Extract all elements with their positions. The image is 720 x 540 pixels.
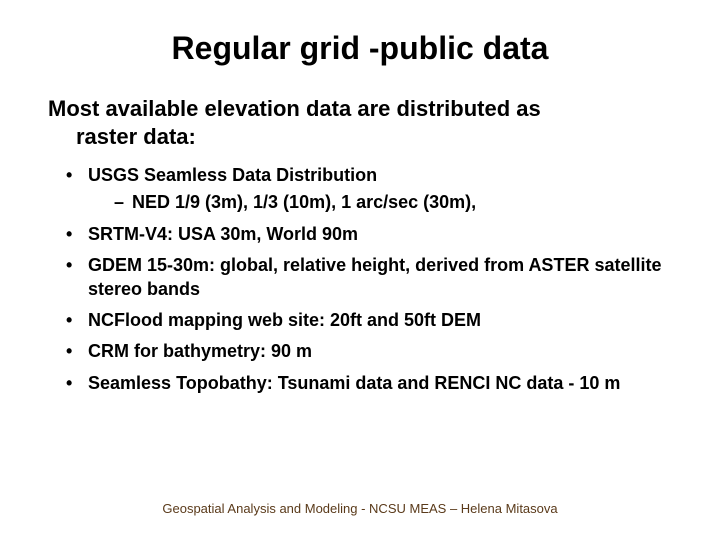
list-item: GDEM 15-30m: global, relative height, de… bbox=[66, 254, 672, 301]
bullet-text: CRM for bathymetry: 90 m bbox=[88, 341, 312, 361]
sub-list-item: NED 1/9 (3m), 1/3 (10m), 1 arc/sec (30m)… bbox=[114, 191, 672, 214]
bullet-list: USGS Seamless Data Distribution NED 1/9 … bbox=[48, 164, 672, 395]
list-item: USGS Seamless Data Distribution NED 1/9 … bbox=[66, 164, 672, 215]
list-item: Seamless Topobathy: Tsunami data and REN… bbox=[66, 372, 672, 395]
slide-footer: Geospatial Analysis and Modeling - NCSU … bbox=[0, 501, 720, 516]
list-item: SRTM-V4: USA 30m, World 90m bbox=[66, 223, 672, 246]
bullet-text: SRTM-V4: USA 30m, World 90m bbox=[88, 224, 358, 244]
sub-bullet-list: NED 1/9 (3m), 1/3 (10m), 1 arc/sec (30m)… bbox=[88, 191, 672, 214]
slide-container: Regular grid -public data Most available… bbox=[0, 0, 720, 395]
subtitle-line1: Most available elevation data are distri… bbox=[48, 96, 541, 121]
list-item: NCFlood mapping web site: 20ft and 50ft … bbox=[66, 309, 672, 332]
bullet-text: Seamless Topobathy: Tsunami data and REN… bbox=[88, 373, 620, 393]
list-item: CRM for bathymetry: 90 m bbox=[66, 340, 672, 363]
slide-title: Regular grid -public data bbox=[48, 30, 672, 67]
sub-bullet-text: NED 1/9 (3m), 1/3 (10m), 1 arc/sec (30m)… bbox=[132, 192, 476, 212]
bullet-text: USGS Seamless Data Distribution bbox=[88, 165, 377, 185]
bullet-text: NCFlood mapping web site: 20ft and 50ft … bbox=[88, 310, 481, 330]
subtitle-line2: raster data: bbox=[48, 123, 672, 151]
slide-subtitle: Most available elevation data are distri… bbox=[48, 95, 672, 150]
bullet-text: GDEM 15-30m: global, relative height, de… bbox=[88, 255, 661, 298]
